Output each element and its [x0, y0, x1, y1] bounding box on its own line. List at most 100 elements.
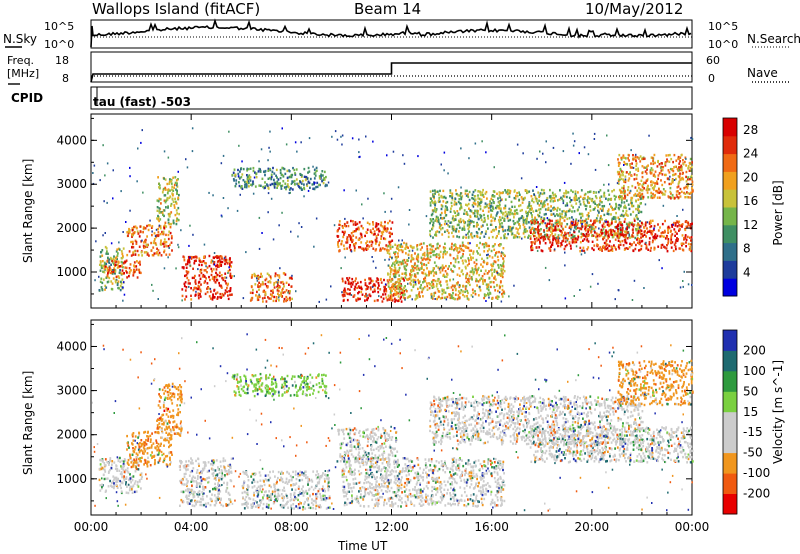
power-data-cell [478, 246, 480, 250]
power-data-cell [627, 179, 630, 182]
power-data-cell [439, 271, 442, 274]
power-data-cell [460, 186, 462, 189]
power-data-cell [601, 232, 604, 235]
velocity-data-cell [134, 470, 137, 473]
power-data-cell [390, 290, 392, 293]
power-data-cell [528, 226, 531, 229]
power-data-cell [128, 250, 131, 253]
power-data-cell [193, 262, 196, 265]
power-data-cell [531, 248, 534, 251]
power-data-cell [166, 182, 169, 186]
power-data-cell [632, 228, 634, 231]
power-data-cell [439, 266, 442, 269]
power-data-cell [385, 288, 387, 291]
power-data-cell [375, 248, 378, 251]
power-data-cell [499, 274, 502, 277]
velocity-data-cell [129, 486, 131, 490]
power-data-cell [279, 171, 282, 174]
power-data-cell [636, 174, 638, 177]
power-data-cell [415, 268, 418, 271]
power-data-cell [641, 223, 644, 226]
power-data-cell [448, 265, 451, 268]
power-data-cell [396, 244, 399, 248]
power-data-cell [519, 224, 521, 228]
power-data-cell [290, 276, 292, 280]
velocity-data-cell [122, 465, 125, 469]
power-data-cell [517, 228, 519, 231]
power-data-cell [389, 291, 392, 294]
power-data-cell [625, 209, 628, 213]
power-data-cell [393, 285, 396, 288]
power-data-cell [414, 274, 417, 277]
power-data-cell [446, 229, 449, 232]
power-data-cell [101, 249, 104, 252]
velocity-data-cell [146, 447, 149, 450]
power-data-cell [346, 241, 349, 244]
power-data-cell [249, 167, 252, 170]
power-data-cell [470, 249, 473, 252]
power-data-cell [216, 273, 219, 277]
power-data-cell [587, 234, 590, 237]
power-data-cell [356, 222, 359, 226]
power-data-cell [458, 284, 461, 287]
power-data-cell [261, 297, 264, 300]
power-data-cell [674, 234, 676, 237]
power-data-cell [105, 265, 108, 269]
power-data-cell [412, 246, 415, 249]
power-data-cell [622, 189, 625, 193]
power-data-cell [657, 160, 659, 164]
velocity-data-cell [143, 444, 146, 447]
power-data-cell [315, 185, 317, 189]
power-data-cell [235, 182, 238, 185]
power-data-cell [379, 249, 381, 252]
power-data-cell [390, 293, 393, 297]
power-data-cell [653, 246, 656, 249]
power-data-cell [402, 262, 405, 265]
power-data-cell [385, 290, 388, 293]
power-data-cell [374, 290, 376, 293]
power-data-cell [128, 272, 131, 275]
power-data-cell [447, 224, 449, 227]
power-data-cell [587, 201, 589, 204]
power-data-cell [352, 223, 355, 226]
power-data-cell [665, 247, 668, 250]
velocity-data-cell [126, 467, 129, 470]
power-data-cell [197, 281, 200, 284]
power-data-cell [436, 287, 439, 291]
power-data-cell [117, 275, 120, 278]
power-data-cell [491, 245, 494, 248]
power-data-cell [480, 225, 483, 228]
power-data-cell [360, 290, 363, 294]
power-data-cell [373, 283, 376, 286]
power-data-cell [548, 227, 551, 230]
power-data-cell [474, 265, 477, 268]
power-data-cell [470, 256, 472, 259]
power-data-cell [277, 289, 280, 293]
power-data-cell [572, 240, 575, 243]
power-data-cell [359, 280, 362, 284]
power-data-cell [385, 229, 387, 232]
power-data-cell [247, 180, 250, 183]
power-data-cell [474, 209, 476, 212]
power-data-cell [637, 241, 639, 244]
power-data-cell [482, 282, 485, 285]
power-data-cell [141, 239, 143, 242]
power-data-cell [388, 287, 391, 290]
power-data-cell [644, 181, 647, 185]
power-data-cell [352, 280, 355, 284]
power-data-cell [300, 141, 302, 144]
power-data-cell [541, 192, 544, 196]
power-data-cell [554, 193, 557, 196]
power-data-cell [143, 246, 146, 249]
power-data-cell [190, 255, 193, 259]
power-data-cell [218, 264, 221, 268]
velocity-data-cell [99, 463, 102, 466]
power-data-cell [164, 221, 167, 224]
power-colorbar-tick-label: 12 [743, 218, 758, 232]
power-data-cell [303, 187, 306, 191]
power-data-cell [434, 207, 436, 210]
power-data-cell [492, 199, 494, 202]
power-data-cell [521, 208, 523, 212]
power-data-cell [174, 200, 177, 204]
power-data-cell [172, 176, 175, 179]
